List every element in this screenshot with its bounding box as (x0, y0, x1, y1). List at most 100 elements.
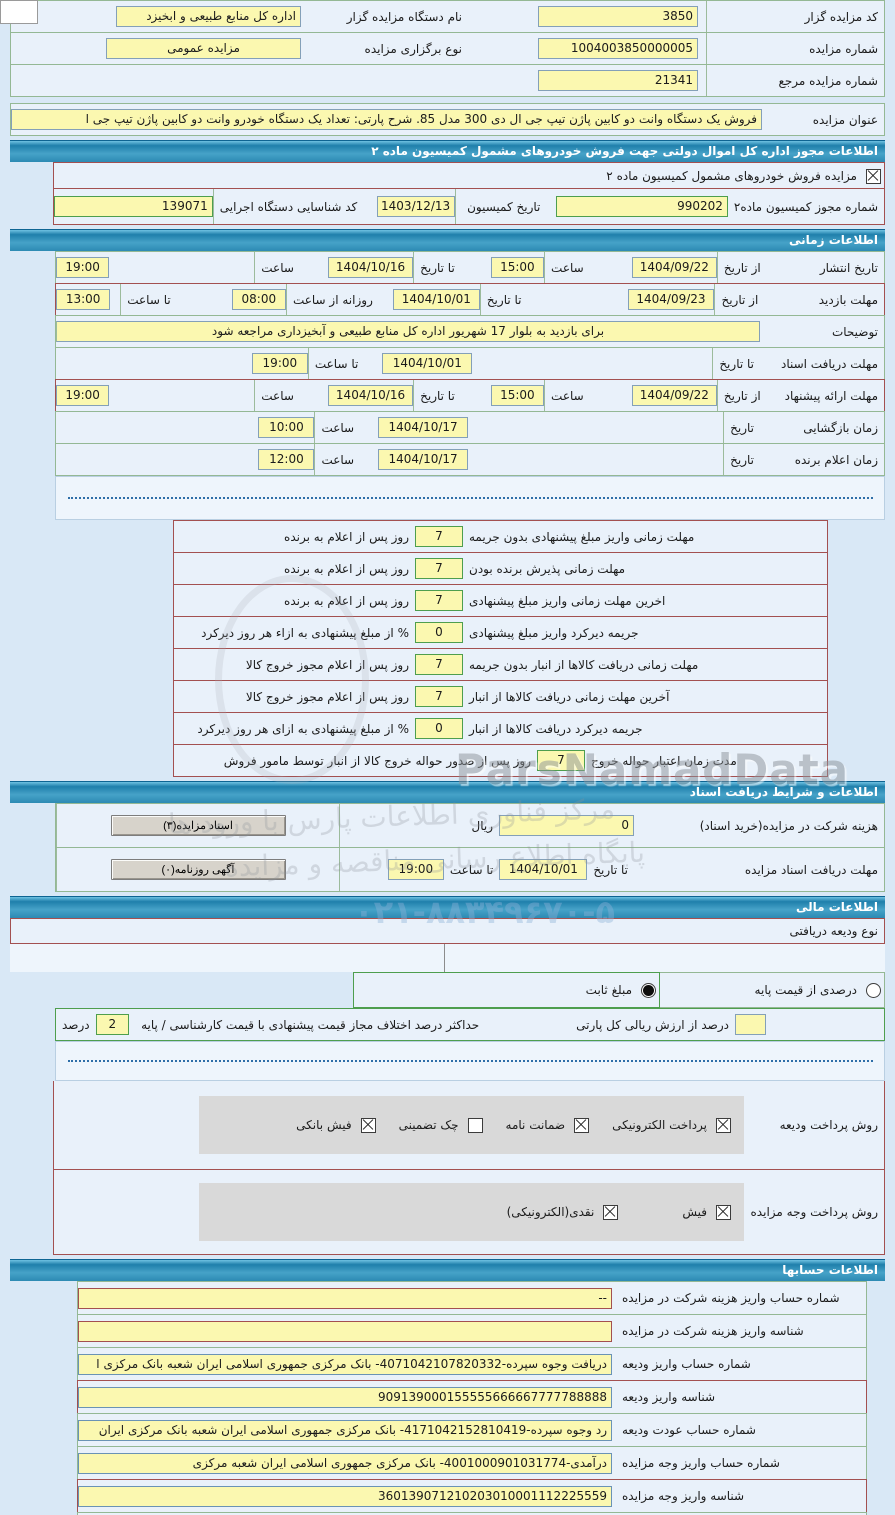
account-row: شماره حساب عودت ودیعه رد وجوه سپرده-4171… (77, 1413, 867, 1447)
field-label: تا تاریخ (413, 380, 461, 411)
time-input[interactable]: 19:00 (56, 257, 110, 278)
ref-auction-number-label: شماره مزایده مرجع (706, 65, 884, 96)
time-input[interactable]: 19:00 (56, 385, 110, 406)
percent-of-base-radio[interactable] (866, 982, 881, 998)
row-label: مهلت دریافت اسناد (780, 356, 878, 371)
deposit-method-row: روش پرداخت ودیعه پرداخت الکترونیکی ضمانت… (54, 1081, 884, 1170)
time-input[interactable]: 10:00 (258, 417, 315, 438)
docs-deadline-row: مهلت دریافت اسناد مزایده تا تاریخ 1404/1… (55, 847, 885, 892)
account-value[interactable]: -- (78, 1287, 612, 1309)
days-input[interactable]: 7 (415, 654, 463, 675)
time-input[interactable]: 15:00 (490, 385, 545, 406)
account-value[interactable]: درآمدی-4001000901031774- بانک مرکزی جمهو… (78, 1452, 612, 1474)
permit-number-value[interactable]: 990202 (556, 196, 728, 217)
date-input[interactable]: 1404/09/22 (631, 257, 717, 278)
penalty-row: مهلت زمانی واریز مبلغ پیشنهادی بدون جریم… (173, 520, 828, 553)
date-input[interactable]: 1404/10/16 (327, 385, 414, 406)
table-row: شماره مزایده مرجع 21341 (10, 64, 885, 97)
row-label: زمان اعلام برنده (794, 452, 878, 467)
auction-title-value[interactable]: فروش یک دستگاه وانت دو کابین پاژن تیپ جی… (11, 109, 762, 130)
commission-article2-label: مزایده فروش خودروهای مشمول کمیسیون ماده … (606, 169, 857, 183)
account-row: شناسه واریز وجه مزایده 36013907121020301… (77, 1479, 867, 1513)
commission-date-value[interactable]: 1403/12/13 (377, 196, 456, 217)
percent-input[interactable]: 0 (415, 718, 463, 739)
row-suffix: روز پس از اعلام به برنده (284, 561, 409, 576)
bidder-name-label: نام دستگاه مزایده گزار (346, 9, 462, 24)
bidder-code-value[interactable]: 3850 (538, 6, 698, 27)
row-label: مهلت زمانی دریافت کالاها از انبار بدون ج… (469, 657, 699, 672)
offer-deadline-row: مهلت ارائه پیشنهاد از تاریخ 1404/09/22 س… (55, 379, 885, 412)
date-input[interactable]: 1404/10/01 (392, 289, 480, 310)
time-input[interactable]: 12:00 (258, 449, 315, 470)
deposit-methods-box: پرداخت الکترونیکی ضمانت نامه چک تضمینی ف… (199, 1096, 744, 1154)
days-input[interactable]: 7 (415, 526, 463, 547)
electronic-payment-checkbox[interactable] (716, 1117, 731, 1133)
bank-receipt-checkbox[interactable] (360, 1117, 376, 1133)
account-value[interactable] (78, 1320, 612, 1342)
deposit-type-label: نوع ودیعه دریافتی (789, 924, 878, 938)
row-suffix: روز پس از اعلام به برنده (284, 593, 409, 608)
percent-of-base-label: درصدی از قیمت پایه (754, 983, 857, 997)
date-input[interactable]: 1404/10/01 (382, 353, 473, 374)
days-input[interactable]: 7 (415, 686, 463, 707)
cash-electronic-checkbox[interactable] (603, 1204, 619, 1220)
agency-id-value[interactable]: 139071 (54, 196, 213, 217)
time-input[interactable]: 15:00 (490, 257, 545, 278)
lot-percent-input[interactable] (734, 1014, 766, 1035)
description-value[interactable]: برای بازدید به بلوار 17 شهریور اداره کل … (56, 321, 760, 342)
account-label: شماره حساب واریز هزینه شرکت در مزایده (622, 1291, 840, 1305)
penalty-row: اخرین مهلت زمانی واریز مبلغ پیشنهادی 7 ر… (173, 584, 828, 617)
deposit-method-label: روش پرداخت ودیعه (779, 1118, 878, 1132)
auction-number-value[interactable]: 1004003850000005 (538, 38, 698, 59)
date-input[interactable]: 1404/10/17 (378, 417, 469, 438)
guarantee-letter-checkbox[interactable] (574, 1117, 590, 1133)
account-row: شماره حساب واریز ودیعه دریافت وجوه سپرده… (77, 1347, 867, 1381)
date-input[interactable]: 1404/09/23 (627, 289, 715, 310)
date-input[interactable]: 1404/10/01 (499, 859, 588, 880)
time-input[interactable]: 19:00 (251, 353, 308, 374)
deposit-type-row: نوع ودیعه دریافتی (10, 918, 885, 944)
newspaper-ad-button[interactable]: آگهی روزنامه(۰) (110, 859, 286, 880)
account-value[interactable]: 909139000155555666667777788888 (78, 1386, 612, 1408)
time-input[interactable]: 13:00 (55, 289, 111, 310)
max-diff-input[interactable]: 2 (95, 1014, 130, 1035)
description-row: توضیحات برای بازدید به بلوار 17 شهریور ا… (55, 315, 885, 348)
time-input[interactable]: 19:00 (387, 859, 444, 880)
date-input[interactable]: 1404/10/17 (378, 449, 469, 470)
row-label: جریمه دیرکرد واریز مبلغ پیشنهادی (469, 625, 639, 640)
bidder-code-label: کد مزایده گزار (706, 1, 884, 32)
field-label: روزانه از ساعت (285, 284, 379, 315)
bidder-name-value[interactable]: اداره کل منابع طبیعی و ابخیزد (116, 6, 301, 27)
penalty-row: جریمه دیرکرد دریافت کالاها از انبار 0 % … (173, 712, 828, 745)
ref-auction-number-value[interactable]: 21341 (538, 70, 698, 91)
date-input[interactable]: 1404/10/16 (327, 257, 414, 278)
time-input[interactable]: 08:00 (231, 289, 286, 310)
certified-check-checkbox[interactable] (467, 1117, 483, 1133)
commission-article2-checkbox[interactable] (866, 168, 881, 184)
row-label: آخرین مهلت زمانی دریافت کالاها از انبار (469, 689, 670, 704)
fee-row: هزینه شرکت در مزایده(خرید اسناد) 0 ریال … (55, 803, 885, 848)
field-label: تا تاریخ (712, 348, 760, 379)
account-row: شناسه واریز هزینه شرکت در مزایده (77, 1314, 867, 1348)
account-value[interactable]: رد وجوه سپرده-4171042152810419- بانک مرک… (78, 1419, 612, 1441)
auction-type-label: نوع برگزاری مزایده (364, 41, 462, 56)
account-value[interactable]: 360139071210203010001112225559 (78, 1485, 612, 1507)
fee-input[interactable]: 0 (499, 815, 634, 836)
days-input[interactable]: 7 (415, 558, 463, 579)
field-label: از تاریخ (716, 252, 767, 283)
winner-announce-row: زمان اعلام برنده تاریخ 1404/10/17 ساعت 1… (55, 443, 885, 476)
receipt-checkbox[interactable] (716, 1204, 731, 1220)
date-input[interactable]: 1404/09/22 (631, 385, 717, 406)
auction-documents-button[interactable]: اسناد مزایده(۳) (110, 815, 286, 836)
row-label: جریمه دیرکرد دریافت کالاها از انبار (469, 721, 643, 736)
percent-input[interactable]: 0 (415, 622, 463, 643)
fixed-amount-radio[interactable] (641, 982, 656, 998)
publish-date-row: تاریخ انتشار از تاریخ 1404/09/22 ساعت 15… (55, 251, 885, 284)
days-input[interactable]: 7 (415, 590, 463, 611)
scroll-artifact (0, 0, 38, 24)
fixed-amount-label: مبلغ ثابت (585, 983, 632, 997)
days-input[interactable]: 7 (537, 750, 585, 771)
auction-type-value[interactable]: مزایده عمومی (106, 38, 301, 59)
account-value[interactable]: دریافت وجوه سپرده-4071042107820332- بانک… (78, 1353, 612, 1375)
